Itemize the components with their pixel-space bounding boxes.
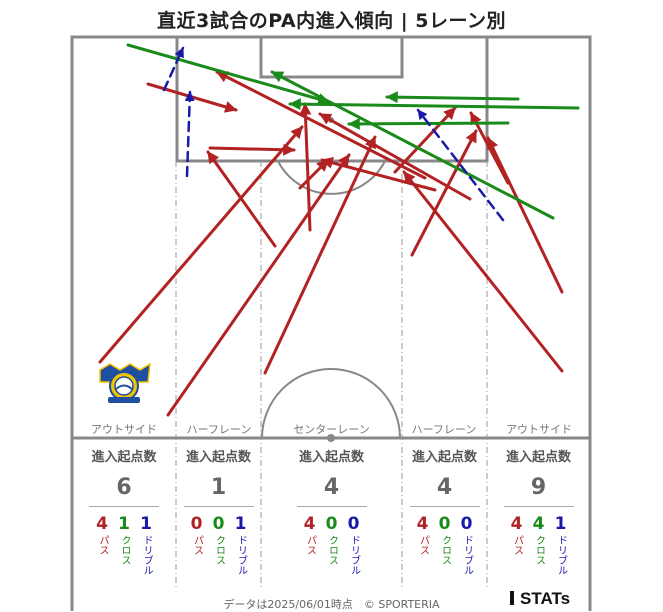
lane-label-left-halfspace: ハーフレーン	[186, 423, 252, 436]
entries-heading: 進入起点数	[298, 450, 364, 465]
dribble-entry-arrow	[184, 90, 195, 178]
brand-mark-icon	[510, 591, 514, 605]
cross-count: 4	[532, 514, 545, 534]
pitch-outline	[70, 35, 592, 611]
entries-breakdown: 4 パス 4 クロス 1 ドリブル	[488, 515, 589, 575]
divider	[89, 506, 159, 507]
pass-entry-arrow	[486, 136, 564, 294]
lane-stats-left-outside: 進入起点数 6 4 パス 1 クロス 1 ドリブル	[74, 446, 174, 575]
pass-count: 4	[510, 514, 523, 534]
data-date-footer: データは2025/06/01時点 © SPORTERIA	[223, 598, 440, 611]
pass-entry-arrow	[393, 106, 457, 174]
lane-label-center: センターレーン	[293, 423, 370, 436]
dribble-count: 0	[460, 514, 473, 534]
dribble-count: 1	[140, 514, 152, 534]
cross-label: クロス	[439, 535, 451, 565]
entries-total: 9	[530, 475, 547, 500]
entries-heading: 進入起点数	[505, 450, 571, 465]
lane-label-right-outside: アウトサイド	[506, 423, 572, 436]
dribble-label: ドリブル	[348, 535, 360, 575]
chart-title: 直近3試合のPA内進入傾向 | 5レーン別	[156, 10, 507, 32]
cross-entry-arrow	[126, 43, 331, 105]
dribble-entry-arrow	[162, 46, 185, 92]
brand-name: STATs	[520, 589, 571, 608]
pass-count: 4	[96, 514, 108, 534]
pass-entry-arrow	[299, 102, 312, 232]
entries-heading: 進入起点数	[91, 450, 157, 465]
cross-count: 0	[325, 514, 338, 534]
pass-entry-arrow	[402, 170, 564, 373]
cross-label: クロス	[119, 535, 130, 565]
cross-entry-arrow	[270, 70, 555, 220]
pass-entry-arrow	[263, 135, 377, 375]
pass-label: パス	[304, 535, 316, 555]
lane-label-right-halfspace: ハーフレーン	[411, 423, 477, 436]
lane-stats-left-halfspace: 進入起点数 1 0 パス 0 クロス 1 ドリブル	[177, 446, 260, 575]
dribble-entry-arrow	[416, 108, 505, 222]
entries-total: 4	[436, 475, 453, 500]
dribble-count: 1	[234, 514, 247, 534]
entries-breakdown: 0 パス 0 クロス 1 ドリブル	[177, 515, 260, 575]
pass-entry-arrow	[98, 125, 304, 364]
cross-entry-arrow	[385, 91, 520, 104]
center-circle	[261, 368, 401, 439]
pass-entry-arrow	[208, 143, 296, 156]
divider	[296, 506, 367, 507]
dribble-label: ドリブル	[461, 535, 473, 575]
entries-total: 6	[116, 475, 132, 500]
divider	[183, 506, 254, 507]
pass-entry-arrow	[206, 150, 277, 248]
entries-breakdown: 4 パス 0 クロス 0 ドリブル	[262, 515, 401, 575]
cross-label: クロス	[213, 535, 225, 565]
cross-count: 1	[118, 514, 130, 534]
dribble-label: ドリブル	[235, 535, 247, 575]
cross-count: 0	[212, 514, 225, 534]
pass-entry-arrow	[318, 112, 472, 201]
dribble-label: ドリブル	[555, 535, 567, 575]
pass-entry-arrow	[298, 158, 330, 190]
brand-logo: STATs	[510, 589, 570, 609]
dribble-count: 0	[347, 514, 360, 534]
pass-count: 4	[303, 514, 316, 534]
team-emblem-icon	[99, 362, 151, 403]
lane-stats-right-halfspace: 進入起点数 4 4 パス 0 クロス 0 ドリブル	[403, 446, 486, 575]
pass-label: パス	[511, 535, 523, 555]
lane-stats-right-outside: 進入起点数 9 4 パス 4 クロス 1 ドリブル	[488, 446, 589, 575]
entry-arrows	[98, 43, 580, 417]
entries-heading: 進入起点数	[411, 450, 477, 465]
pass-entry-arrow	[215, 70, 427, 180]
pass-entry-arrow	[166, 153, 351, 417]
entries-breakdown: 4 パス 1 クロス 1 ドリブル	[74, 515, 174, 575]
pass-count: 4	[416, 514, 429, 534]
dribble-count: 1	[554, 514, 567, 534]
divider	[503, 506, 574, 507]
penalty-arc	[277, 160, 386, 195]
pass-entry-arrow	[146, 82, 238, 113]
entries-heading: 進入起点数	[185, 450, 251, 465]
goal-area	[259, 37, 404, 79]
cross-count: 0	[438, 514, 451, 534]
dribble-label: ドリブル	[141, 535, 152, 575]
pass-count: 0	[190, 514, 203, 534]
entries-breakdown: 4 パス 0 クロス 0 ドリブル	[403, 515, 486, 575]
pass-label: パス	[97, 535, 108, 555]
entries-total: 1	[210, 475, 227, 500]
pass-label: パス	[191, 535, 203, 555]
cross-label: クロス	[533, 535, 545, 565]
divider	[409, 506, 480, 507]
pass-label: パス	[417, 535, 429, 555]
lane-label-left-outside: アウトサイド	[91, 423, 157, 436]
pass-entry-arrow	[410, 129, 478, 257]
cross-label: クロス	[326, 535, 338, 565]
center-spot	[327, 434, 335, 442]
entries-total: 4	[323, 475, 340, 500]
lane-stats-center: 進入起点数 4 4 パス 0 クロス 0 ドリブル	[262, 446, 401, 575]
